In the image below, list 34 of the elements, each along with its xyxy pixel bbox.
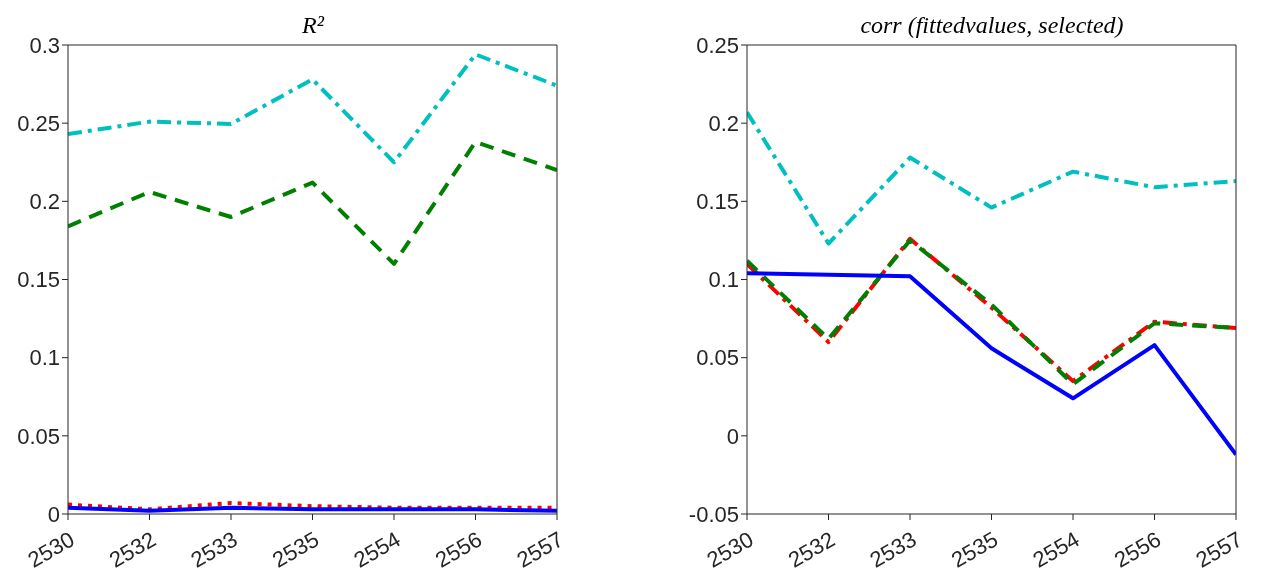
x-tick-label: 2557 (1191, 526, 1247, 573)
y-tick-label: 0.2 (708, 110, 739, 136)
x-tick-label: 2554 (1028, 526, 1084, 573)
y-tick-label: 0.3 (29, 32, 60, 58)
y-tick-label: 0.25 (17, 110, 60, 136)
y-tick-label: -0.05 (688, 501, 739, 527)
y-tick-label: 0.25 (696, 32, 739, 58)
y-tick-label: 0.05 (17, 423, 60, 449)
y-tick-label: 0.1 (708, 267, 739, 293)
x-tick-label: 2532 (105, 526, 160, 573)
y-tick-label: 0 (47, 501, 60, 527)
line-series (68, 52, 557, 165)
line-series (68, 139, 557, 266)
x-tick-label: 2530 (702, 526, 758, 573)
chart-title: R² (301, 12, 326, 39)
x-tick-label: 2554 (349, 526, 405, 573)
x-tick-label: 2530 (23, 526, 79, 573)
x-tick-label: 2556 (1110, 526, 1165, 573)
x-tick-label: 2533 (186, 526, 242, 573)
y-tick-label: 0.05 (696, 345, 739, 371)
chart-title: corr (fittedvalues, selected) (859, 12, 1125, 39)
y-tick-label: 0.2 (29, 189, 60, 215)
y-tick-label: 0.15 (17, 267, 60, 293)
line-series (747, 271, 1236, 457)
x-tick-label: 2535 (947, 526, 1002, 573)
y-tick-label: 0.15 (696, 189, 739, 215)
line-series (747, 110, 1236, 246)
y-tick-label: 0.1 (29, 345, 60, 371)
x-tick-label: 2533 (865, 526, 921, 573)
x-tick-label: 2557 (512, 526, 568, 573)
x-tick-label: 2535 (268, 526, 323, 573)
x-tick-label: 2532 (784, 526, 839, 573)
x-tick-label: 2556 (431, 526, 486, 573)
y-tick-label: 0 (726, 423, 739, 449)
